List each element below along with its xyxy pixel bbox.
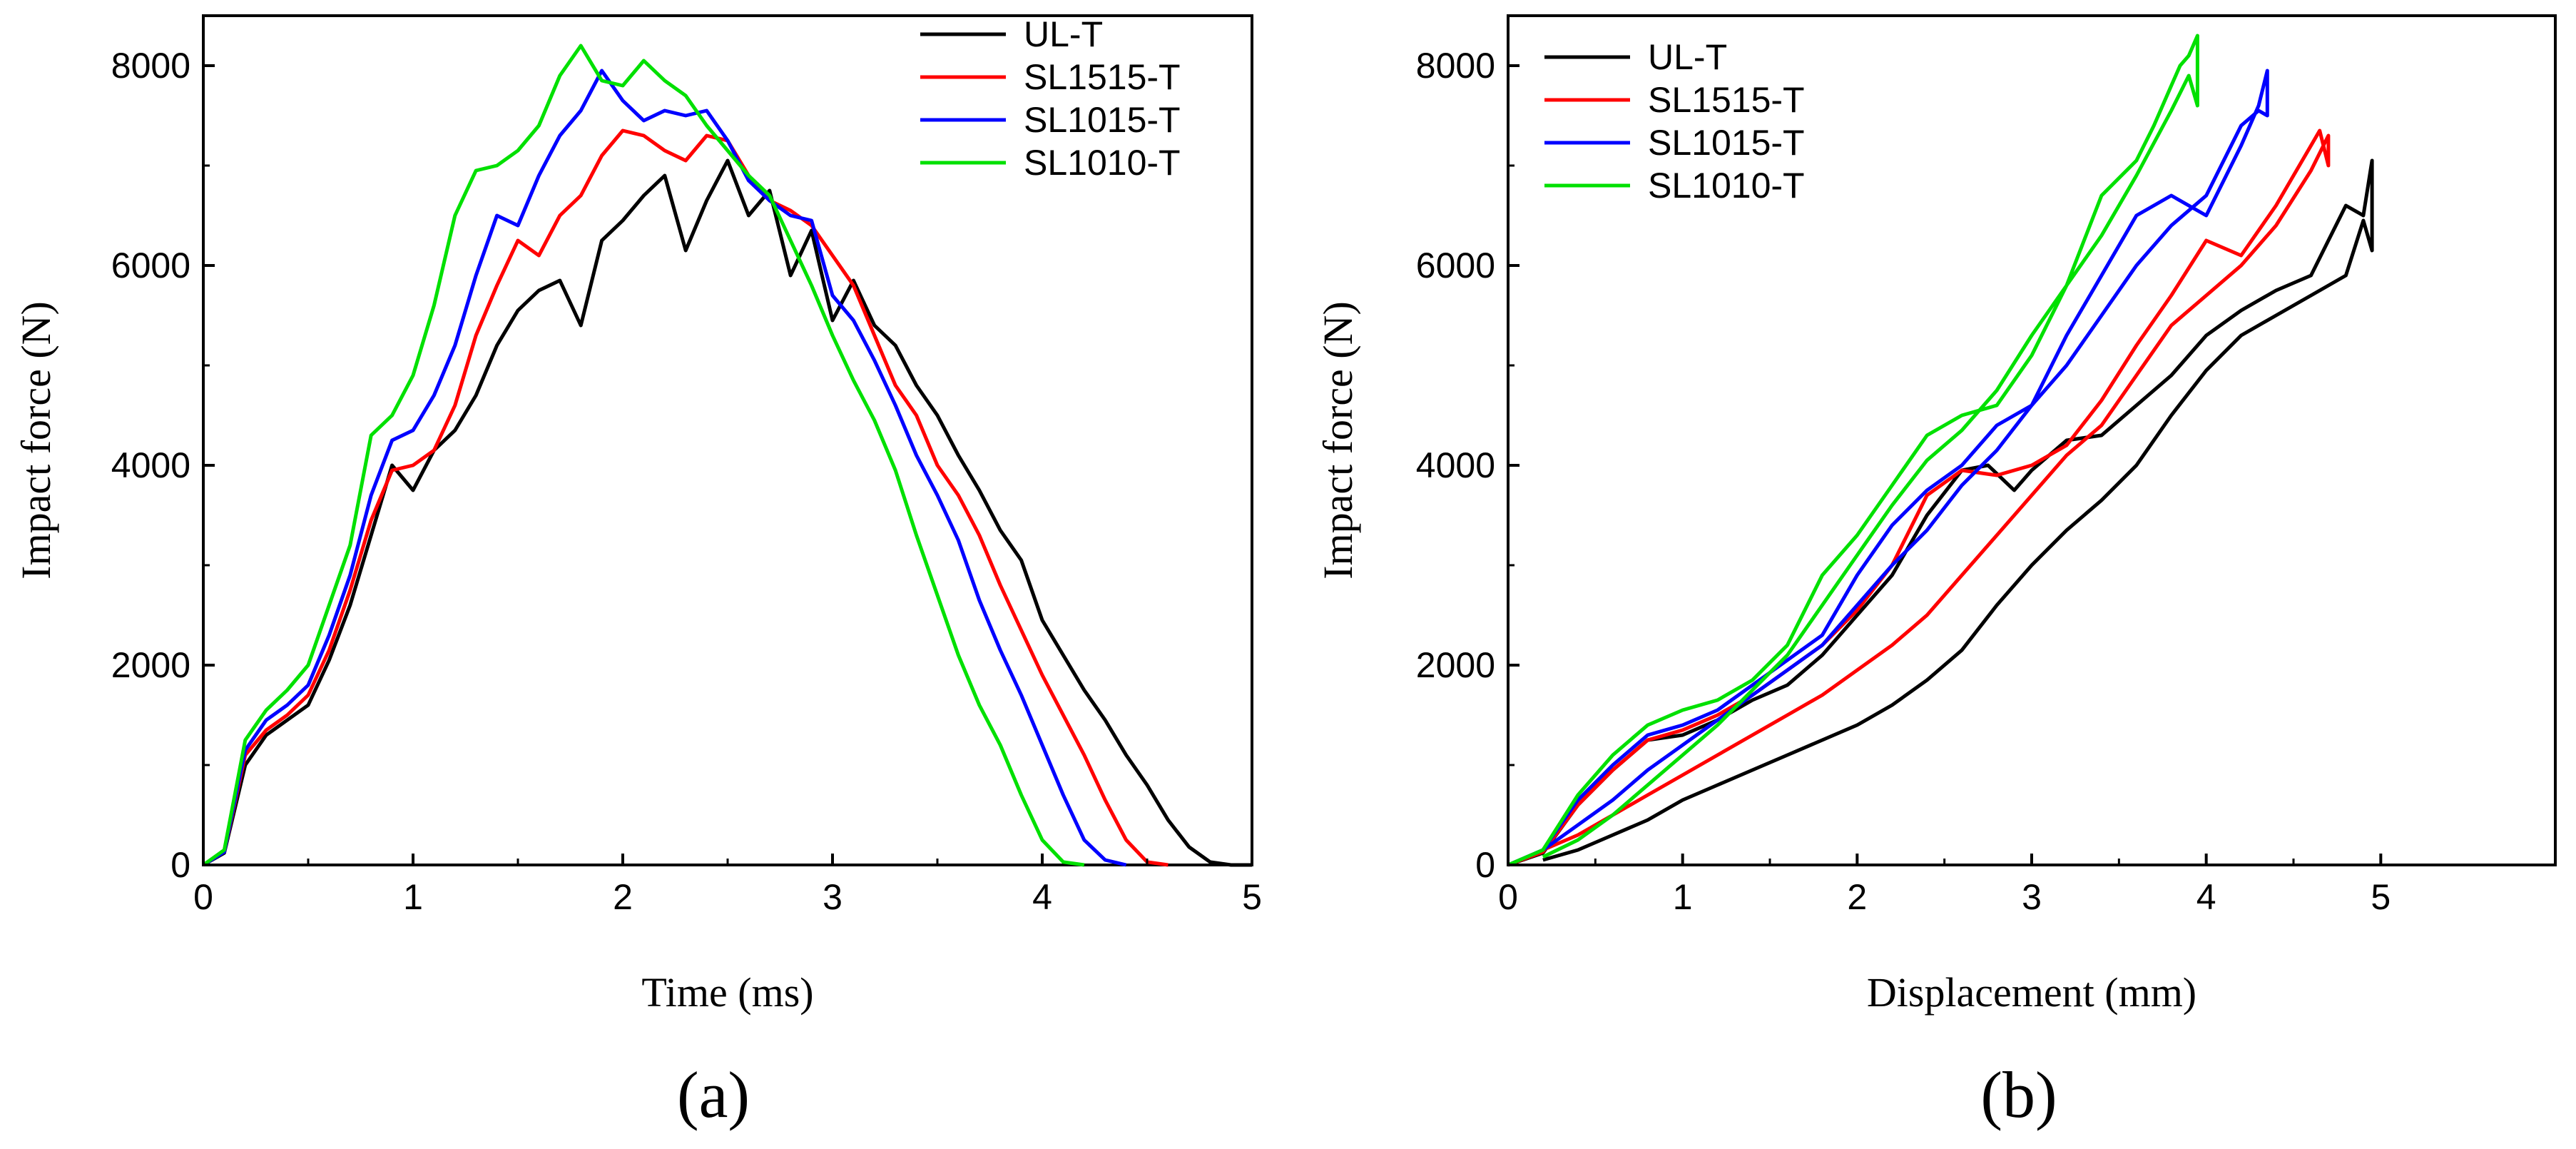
legend-label: SL1515-T — [1648, 80, 1805, 120]
series-line-sl1515-t — [202, 128, 1169, 867]
panel-label-a: (a) — [677, 1058, 750, 1131]
x-tick-label: 3 — [823, 877, 842, 917]
x-tick-label: 5 — [2371, 877, 2391, 917]
x-tick-label: 4 — [2196, 877, 2216, 917]
legend-label: UL-T — [1648, 37, 1727, 77]
legend-label: SL1010-T — [1648, 166, 1805, 206]
x-tick-label: 1 — [403, 877, 423, 917]
x-tick-label: 4 — [1032, 877, 1052, 917]
series-line-ul-t — [1507, 158, 2374, 867]
y-tick-label: 2000 — [111, 645, 190, 685]
series-group-b — [1507, 34, 2374, 867]
series-line-sl1010-t — [202, 44, 1085, 867]
y-tick-label: 8000 — [111, 46, 190, 86]
x-tick-label: 5 — [1242, 877, 1262, 917]
y-axis-title-a: Impact force (N) — [13, 301, 59, 579]
x-tick-label: 1 — [1673, 877, 1693, 917]
x-axis-title-a: Time (ms) — [641, 969, 813, 1016]
y-ticks-b: 0 2000 4000 6000 8000 — [1416, 46, 1519, 885]
y-tick-label: 0 — [170, 845, 190, 885]
x-ticks-b: 0 1 2 3 4 5 — [1498, 854, 2391, 917]
series-line-ul-t — [202, 158, 1252, 867]
y-tick-label: 8000 — [1416, 46, 1495, 86]
series-group-a — [202, 44, 1252, 867]
y-tick-label: 4000 — [111, 445, 190, 485]
x-tick-label: 2 — [613, 877, 633, 917]
y-tick-label: 6000 — [1416, 246, 1495, 285]
y-tick-label: 2000 — [1416, 645, 1495, 685]
y-tick-label: 4000 — [1416, 445, 1495, 485]
legend-label: SL1015-T — [1024, 100, 1181, 140]
x-axis-title-b: Displacement (mm) — [1867, 969, 2196, 1016]
series-line-sl1010-t — [1507, 34, 2199, 867]
x-tick-label: 3 — [2022, 877, 2042, 917]
x-ticks-a: 0 1 2 3 4 5 — [193, 854, 1262, 917]
y-tick-label: 6000 — [111, 246, 190, 285]
legend-label: SL1015-T — [1648, 123, 1805, 163]
x-tick-label: 0 — [1498, 877, 1518, 917]
y-ticks-a: 0 2000 4000 6000 8000 — [111, 46, 215, 885]
legend-label: UL-T — [1024, 14, 1103, 54]
panel-label-b: (b) — [1980, 1058, 2057, 1131]
legend-label: SL1010-T — [1024, 143, 1181, 183]
x-tick-label: 2 — [1847, 877, 1867, 917]
series-line-sl1015-t — [202, 69, 1127, 867]
y-tick-label: 0 — [1475, 845, 1495, 885]
legend-label: SL1515-T — [1024, 57, 1181, 97]
y-axis-title-b: Impact force (N) — [1315, 301, 1361, 579]
x-tick-label: 0 — [193, 877, 213, 917]
